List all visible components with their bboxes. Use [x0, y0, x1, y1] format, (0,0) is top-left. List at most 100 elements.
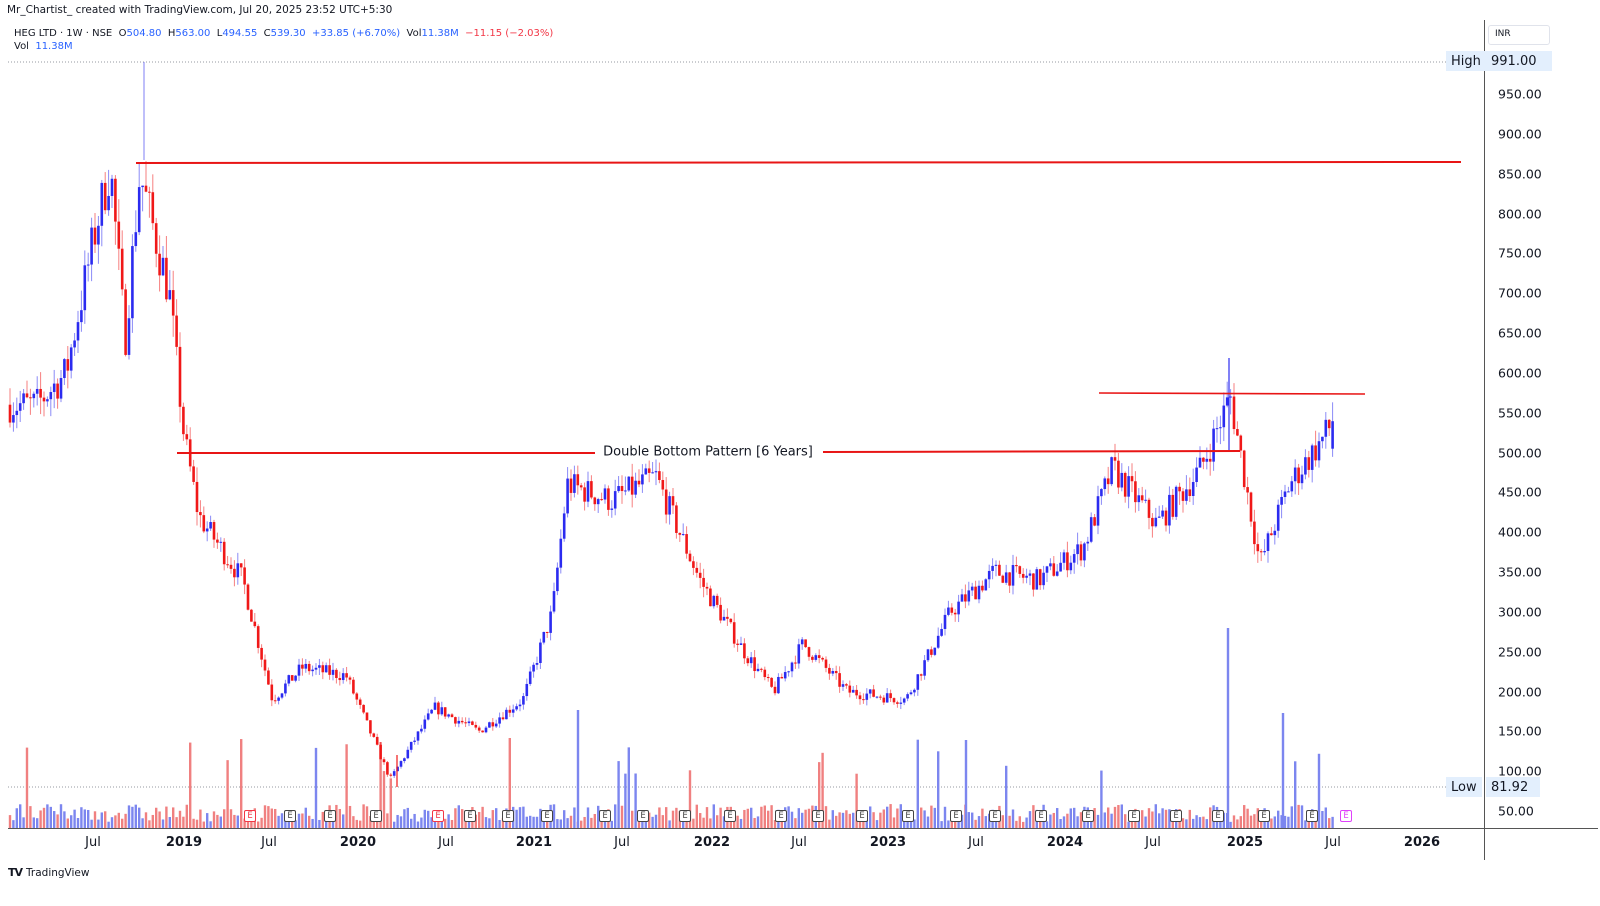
- volume-bar: [682, 817, 685, 828]
- volume-bar: [1294, 761, 1297, 828]
- earnings-icon[interactable]: E: [812, 810, 824, 822]
- candle-body: [389, 774, 393, 776]
- volume-bar: [90, 819, 93, 828]
- volume-bar: [1127, 821, 1130, 828]
- candle-body: [1157, 516, 1161, 518]
- candle-body: [124, 289, 127, 355]
- volume-bar: [1280, 815, 1283, 828]
- candle-body: [355, 693, 359, 700]
- volume-bar: [1110, 813, 1113, 828]
- earnings-icon[interactable]: E: [1258, 810, 1270, 822]
- candle-body: [556, 567, 559, 592]
- candle-body: [256, 626, 260, 648]
- candle-body: [675, 505, 678, 533]
- volume-bar: [233, 814, 236, 828]
- volume-bar: [797, 808, 800, 828]
- earnings-icon[interactable]: E: [856, 810, 868, 822]
- high-tag-label: High: [1446, 51, 1486, 71]
- volume-bar: [498, 820, 501, 828]
- earnings-icon[interactable]: E: [502, 810, 514, 822]
- earnings-icon[interactable]: E: [1128, 810, 1140, 822]
- earnings-icon[interactable]: E: [679, 810, 691, 822]
- candle-body: [902, 698, 906, 703]
- volume-bar: [270, 808, 273, 828]
- volume-bar: [1117, 805, 1120, 828]
- time-tick: Jul: [614, 835, 630, 850]
- earnings-icon[interactable]: E: [464, 810, 476, 822]
- earnings-icon[interactable]: E: [724, 810, 736, 822]
- candle-body: [794, 662, 797, 664]
- earnings-icon[interactable]: E: [1035, 810, 1047, 822]
- earnings-icon[interactable]: E: [1340, 810, 1352, 822]
- candle-body: [1307, 457, 1311, 470]
- volume-bar: [824, 806, 828, 828]
- candle-body: [991, 565, 994, 571]
- earnings-icon[interactable]: E: [989, 810, 1001, 822]
- candle-body: [86, 264, 90, 266]
- candle-body: [229, 564, 233, 569]
- earnings-icon[interactable]: E: [599, 810, 611, 822]
- currency-selector[interactable]: INR: [1488, 25, 1550, 45]
- earnings-icon[interactable]: E: [370, 810, 382, 822]
- volume-value: 11.38M: [421, 28, 459, 39]
- volume-bar: [287, 821, 290, 828]
- time-tick: 2022: [693, 835, 731, 850]
- earnings-icon[interactable]: E: [775, 810, 787, 822]
- volume-bar: [127, 805, 131, 828]
- volume-bar: [1314, 820, 1317, 828]
- earnings-icon[interactable]: E: [1306, 810, 1318, 822]
- earnings-icon[interactable]: E: [432, 810, 444, 822]
- volume-bar: [229, 809, 233, 828]
- candle-body: [1164, 510, 1168, 526]
- candle-body: [488, 722, 491, 728]
- earnings-icon[interactable]: E: [324, 810, 336, 822]
- price-tick: 200.00: [1498, 684, 1542, 700]
- volume-bar: [841, 812, 845, 828]
- volume-bar: [1188, 809, 1191, 828]
- earnings-icon[interactable]: E: [1082, 810, 1094, 822]
- volume-bar: [308, 815, 311, 828]
- candle-body: [297, 664, 301, 676]
- candle-body: [409, 741, 413, 750]
- double-bottom-annotation[interactable]: Double Bottom Pattern [6 Years]: [599, 444, 817, 460]
- candle-body: [35, 388, 39, 394]
- volume-bar: [369, 816, 372, 828]
- volume-bar: [756, 816, 760, 828]
- volume-bar: [1260, 819, 1263, 828]
- candle-body: [668, 496, 671, 515]
- candle-body: [331, 669, 335, 675]
- volume-bar: [1005, 765, 1008, 828]
- earnings-icon[interactable]: E: [950, 810, 962, 822]
- tradingview-footer[interactable]: TV TradingView: [8, 866, 89, 879]
- volume-bar: [1331, 816, 1334, 828]
- earnings-icon[interactable]: E: [1170, 810, 1182, 822]
- candle-body: [630, 476, 634, 495]
- candle-body: [471, 721, 474, 725]
- candle-body: [831, 671, 835, 674]
- candle-body: [528, 671, 532, 684]
- candle-body: [1015, 565, 1018, 567]
- earnings-icon[interactable]: E: [1212, 810, 1224, 822]
- volume-bar: [355, 819, 358, 828]
- candle-body: [654, 471, 658, 473]
- candle-body: [603, 488, 607, 500]
- volume-bar: [304, 807, 307, 828]
- volume-spike: [1281, 713, 1285, 828]
- candle-body: [25, 393, 29, 398]
- volume-bar: [692, 818, 695, 828]
- earnings-icon[interactable]: E: [244, 810, 256, 822]
- volume-bar: [1158, 813, 1161, 828]
- earnings-icon[interactable]: E: [902, 810, 914, 822]
- volume-bar: [872, 812, 875, 828]
- earnings-icon[interactable]: E: [284, 810, 296, 822]
- earnings-icon[interactable]: E: [637, 810, 649, 822]
- symbol-title[interactable]: HEG LTD · 1W · NSE: [14, 28, 113, 39]
- candle-body: [804, 639, 807, 648]
- candle-body: [450, 714, 454, 718]
- earnings-icon[interactable]: E: [541, 810, 553, 822]
- volume-bar: [1239, 816, 1242, 828]
- candle-body: [1219, 427, 1222, 429]
- candle-body: [1049, 563, 1052, 567]
- volume-bar: [943, 806, 947, 828]
